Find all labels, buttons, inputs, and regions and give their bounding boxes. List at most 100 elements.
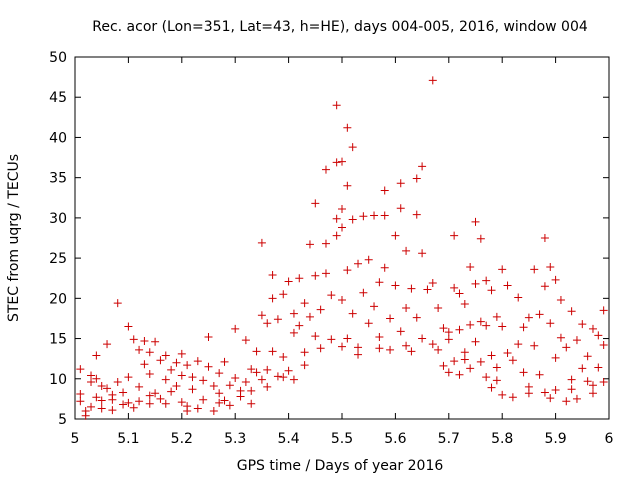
data-point [161, 351, 170, 360]
data-point [423, 285, 432, 294]
data-point [97, 404, 106, 413]
data-point [204, 362, 213, 371]
data-point [289, 328, 298, 337]
data-point [124, 322, 133, 331]
data-point [418, 249, 427, 258]
data-point [92, 393, 101, 402]
data-point [199, 395, 208, 404]
data-point [551, 386, 560, 395]
data-point [76, 390, 85, 399]
data-point [492, 312, 501, 321]
data-point [354, 343, 363, 352]
data-point [241, 377, 250, 386]
data-point [263, 365, 272, 374]
data-point [492, 376, 501, 385]
data-point [268, 347, 277, 356]
x-tick-labels: 5 5.1 5.2 5.3 5.4 5.5 5.6 5.7 5.8 5.9 6 [71, 431, 614, 447]
data-point [567, 385, 576, 394]
data-point [300, 361, 309, 370]
data-point [444, 368, 453, 377]
data-point [348, 215, 357, 224]
data-point [599, 340, 608, 349]
data-point [594, 331, 603, 340]
data-point [588, 324, 597, 333]
data-point [257, 238, 266, 247]
y-tick-label: 35 [49, 171, 67, 187]
data-point [556, 333, 565, 342]
data-point [177, 398, 186, 407]
data-point [295, 321, 304, 330]
data-point [370, 302, 379, 311]
y-tick-label: 30 [49, 211, 67, 227]
data-point [135, 345, 144, 354]
data-point [327, 291, 336, 300]
data-point [375, 344, 384, 353]
data-point [455, 325, 464, 334]
data-point [524, 313, 533, 322]
data-points [76, 76, 608, 420]
data-point [231, 373, 240, 382]
data-point [167, 387, 176, 396]
data-point [439, 324, 448, 333]
data-point [119, 388, 128, 397]
data-point [428, 279, 437, 288]
data-point [113, 377, 122, 386]
data-point [129, 335, 138, 344]
data-point [321, 239, 330, 248]
data-point [402, 246, 411, 255]
data-point [295, 274, 304, 283]
x-tick-label: 5.5 [331, 431, 353, 447]
data-point [311, 332, 320, 341]
data-point [402, 303, 411, 312]
data-point [338, 157, 346, 166]
data-point [519, 368, 528, 377]
data-point [140, 360, 149, 369]
data-point [498, 265, 507, 274]
data-point [546, 319, 555, 328]
data-point [225, 381, 234, 390]
data-point [199, 376, 208, 385]
data-point [482, 276, 491, 285]
data-point [343, 123, 352, 132]
data-point [498, 322, 507, 331]
y-tick-label: 15 [49, 332, 67, 348]
x-tick-label: 5 [71, 431, 80, 447]
data-point [562, 397, 571, 406]
data-point [193, 357, 202, 366]
data-point [450, 283, 459, 292]
y-tick-label: 20 [49, 291, 67, 307]
data-point [503, 281, 512, 290]
data-point [359, 288, 368, 297]
data-point [428, 76, 437, 85]
data-point [103, 384, 112, 393]
data-point [209, 406, 218, 415]
data-point [466, 364, 475, 373]
data-point [268, 271, 277, 280]
data-point [220, 396, 229, 405]
data-point [487, 383, 496, 392]
data-point [460, 348, 469, 357]
axis-ticks [74, 56, 610, 420]
data-point [300, 348, 309, 357]
data-point [599, 306, 608, 315]
x-axis-label: GPS time / Days of year 2016 [237, 458, 444, 474]
data-point [412, 210, 421, 219]
data-point [434, 345, 443, 354]
data-point [145, 348, 154, 357]
data-point [583, 377, 592, 386]
data-point [450, 231, 459, 240]
data-point [380, 263, 389, 272]
data-point [460, 299, 469, 308]
data-point [263, 382, 272, 391]
data-point [572, 336, 581, 345]
data-point [530, 265, 539, 274]
data-point [546, 262, 555, 271]
y-tick-label: 50 [49, 50, 67, 66]
data-point [92, 374, 101, 383]
data-point [225, 401, 234, 410]
data-point [455, 289, 464, 298]
data-point [466, 262, 475, 271]
data-point [97, 382, 106, 391]
data-point [76, 397, 85, 406]
data-point [311, 199, 320, 208]
